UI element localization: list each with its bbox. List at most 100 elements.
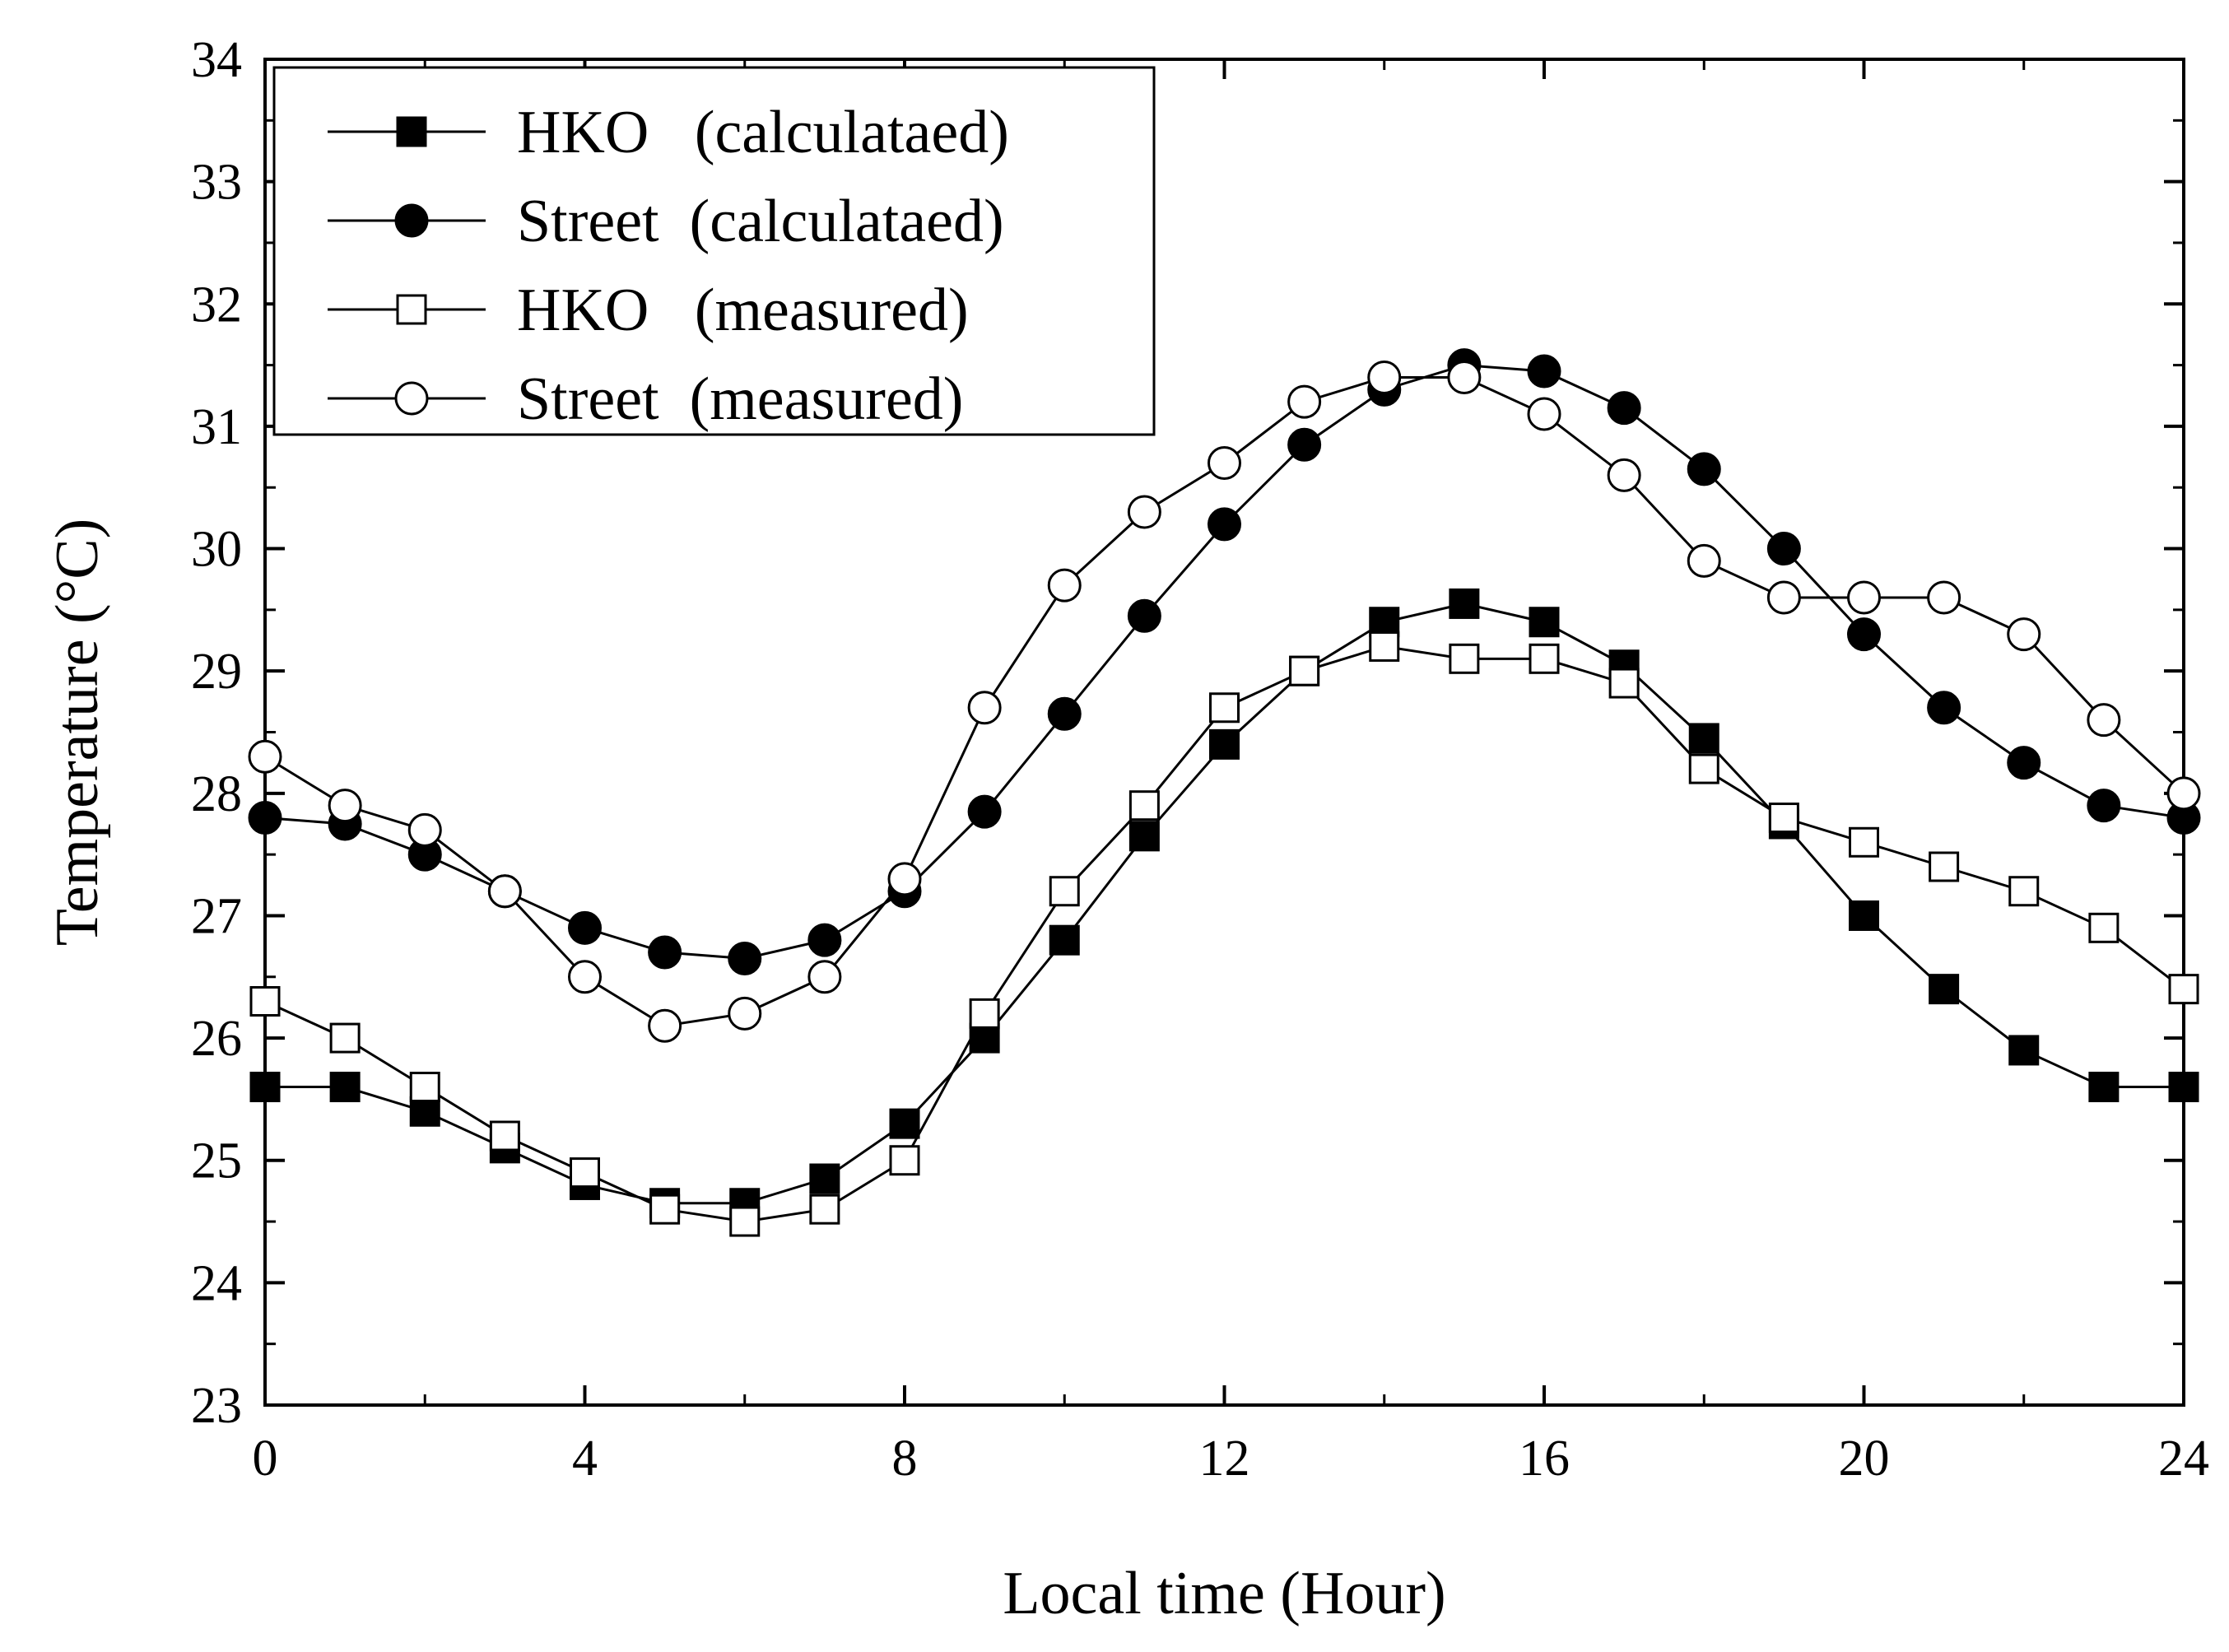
data-point-open-square — [329, 1022, 361, 1054]
y-tick-label: 34 — [191, 32, 242, 88]
data-point-open-circle — [1766, 580, 1801, 615]
y-tick-label: 30 — [191, 522, 242, 578]
data-point-open-square — [889, 1145, 920, 1176]
data-point-filled-square — [2008, 1035, 2040, 1066]
y-tick-label: 28 — [191, 766, 242, 822]
data-point-filled-circle — [394, 203, 429, 238]
data-point-open-circle — [2166, 776, 2201, 811]
legend: HKO (calculataed) Street (calculataed) HKO… — [272, 66, 1156, 436]
data-point-open-circle — [1847, 580, 1881, 615]
data-point-open-circle — [1127, 495, 1161, 529]
data-point-filled-square — [1529, 607, 1560, 638]
data-point-open-square — [2008, 876, 2040, 907]
data-point-open-square — [969, 998, 1000, 1029]
data-point-open-circle — [248, 739, 282, 774]
data-point-filled-circle — [1127, 598, 1161, 633]
y-tick-label: 32 — [191, 277, 242, 333]
data-point-filled-circle — [648, 935, 682, 970]
data-point-open-circle — [887, 862, 922, 896]
axes: 23 24 25 26 27 28 29 30 31 32 33 34 0 4 8 12 16 20 24 — [191, 32, 2209, 1487]
legend-label-4: Street (measured) — [517, 365, 963, 433]
data-point-open-circle — [1047, 568, 1082, 603]
y-tick-label: 33 — [191, 155, 242, 211]
data-point-filled-square — [396, 116, 427, 147]
data-point-open-square — [1209, 692, 1240, 724]
data-point-open-circle — [487, 874, 522, 909]
data-point-open-circle — [2007, 617, 2041, 652]
x-tick-label: 24 — [2158, 1431, 2209, 1487]
data-point-filled-square — [809, 1163, 840, 1194]
data-point-open-square — [1768, 803, 1799, 834]
data-point-filled-circle — [1607, 391, 1641, 426]
x-tick-label: 4 — [572, 1431, 598, 1487]
data-point-open-circle — [967, 691, 1002, 725]
data-point-open-circle — [328, 789, 362, 823]
data-point-open-circle — [394, 381, 429, 416]
data-point-filled-circle — [568, 910, 602, 945]
data-point-filled-square — [1849, 900, 1879, 931]
data-point-open-circle — [648, 1008, 682, 1043]
data-point-open-square — [729, 1206, 761, 1237]
data-point-filled-circle — [1287, 427, 1322, 462]
y-tick-label: 25 — [191, 1133, 242, 1189]
data-point-open-circle — [728, 996, 762, 1031]
data-point-open-square — [1049, 876, 1080, 907]
data-point-open-square — [1128, 790, 1160, 821]
data-point-filled-circle — [1927, 691, 1961, 725]
data-point-open-circle — [1367, 360, 1402, 394]
data-point-filled-circle — [1527, 354, 1561, 389]
y-tick-label: 31 — [191, 399, 242, 455]
data-point-open-circle — [1447, 360, 1482, 394]
data-point-filled-circle — [1047, 696, 1082, 731]
series-layer — [248, 348, 2201, 1237]
y-tick-label: 23 — [191, 1378, 242, 1434]
legend-label-2: Street (calculataed) — [517, 188, 1004, 255]
data-point-filled-circle — [2087, 789, 2121, 823]
y-tick-label: 27 — [191, 888, 242, 944]
x-tick-label: 16 — [1519, 1431, 1570, 1487]
data-point-filled-circle — [728, 941, 762, 975]
data-point-open-circle — [2087, 703, 2121, 738]
data-point-filled-circle — [2007, 746, 2041, 780]
x-tick-label: 8 — [892, 1431, 918, 1487]
data-point-open-circle — [1287, 384, 1322, 419]
data-point-open-square — [1529, 643, 1560, 674]
data-point-open-square — [2168, 974, 2199, 1005]
data-point-open-circle — [807, 960, 842, 994]
data-point-open-circle — [1527, 397, 1561, 431]
y-tick-label: 26 — [191, 1011, 242, 1067]
data-point-filled-square — [249, 1072, 281, 1103]
data-point-filled-square — [1449, 588, 1480, 619]
data-point-filled-square — [1049, 924, 1080, 956]
data-point-filled-square — [1929, 974, 1960, 1005]
data-point-open-square — [396, 294, 427, 325]
series-points-4 — [248, 360, 2201, 1043]
data-point-open-square — [1688, 753, 1719, 784]
data-point-open-circle — [1208, 446, 1241, 480]
x-tick-label: 20 — [1839, 1431, 1890, 1487]
series-points-3 — [249, 631, 2199, 1237]
data-point-filled-circle — [967, 794, 1002, 829]
series-points-2 — [248, 348, 2201, 975]
data-point-open-square — [409, 1072, 440, 1103]
data-point-open-square — [1929, 851, 1960, 882]
data-point-open-circle — [568, 960, 602, 994]
data-point-filled-square — [2168, 1072, 2199, 1103]
data-point-filled-circle — [1687, 452, 1721, 486]
data-point-open-circle — [407, 812, 442, 847]
data-point-open-square — [1369, 631, 1400, 662]
data-point-filled-square — [2088, 1072, 2120, 1103]
data-point-filled-circle — [807, 923, 842, 957]
data-point-open-square — [649, 1194, 681, 1225]
data-point-filled-square — [1128, 821, 1160, 852]
data-point-open-square — [809, 1194, 840, 1225]
data-point-filled-circle — [248, 801, 282, 835]
series-points-1 — [249, 588, 2199, 1219]
data-point-open-square — [249, 986, 281, 1017]
data-point-open-circle — [1927, 580, 1961, 615]
data-point-filled-square — [1688, 723, 1719, 754]
y-tick-label: 29 — [191, 644, 242, 700]
y-axis-label: Temperature (°C) — [44, 519, 111, 947]
x-axis-label: Local time (Hour) — [1003, 1560, 1445, 1627]
